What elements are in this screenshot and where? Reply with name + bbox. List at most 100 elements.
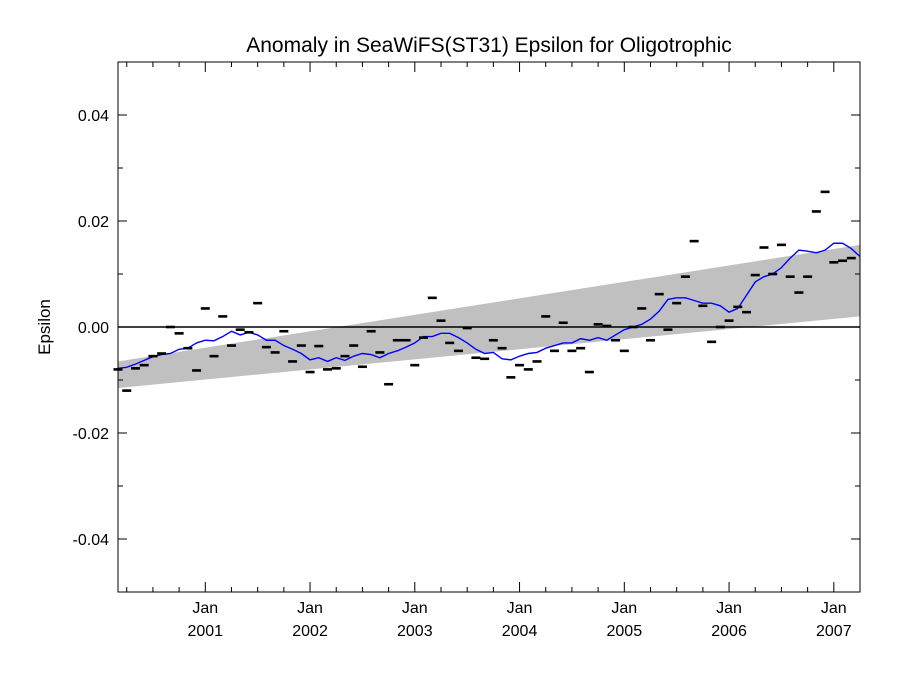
data-point bbox=[375, 351, 385, 354]
x-tick-label-year: 2004 bbox=[502, 623, 538, 640]
data-point bbox=[349, 344, 359, 347]
data-point bbox=[445, 341, 455, 345]
y-tick-label: -0.02 bbox=[73, 426, 110, 443]
data-point bbox=[672, 301, 682, 305]
data-point bbox=[253, 301, 263, 305]
data-point bbox=[410, 363, 420, 367]
data-point bbox=[235, 328, 245, 331]
data-point bbox=[209, 354, 219, 358]
data-point bbox=[602, 324, 612, 328]
x-tick-label-month: Jan bbox=[716, 600, 742, 617]
data-point bbox=[279, 329, 289, 333]
uncertainty-band bbox=[118, 244, 860, 388]
data-point bbox=[619, 349, 629, 353]
data-point bbox=[776, 243, 786, 247]
chart-title: Anomaly in SeaWiFS(ST31) Epsilon for Oli… bbox=[246, 34, 732, 57]
data-point bbox=[288, 360, 298, 363]
data-point bbox=[637, 307, 647, 310]
data-point bbox=[707, 340, 717, 344]
data-point bbox=[506, 376, 516, 379]
y-axis-label: Epsilon bbox=[35, 299, 54, 355]
x-tick-label-year: 2001 bbox=[187, 623, 223, 640]
data-point bbox=[165, 325, 175, 329]
data-point bbox=[759, 246, 769, 249]
data-point bbox=[515, 363, 525, 367]
running-mean-layer bbox=[117, 242, 861, 370]
x-tick-label-month: Jan bbox=[192, 600, 218, 617]
data-point bbox=[838, 259, 848, 263]
data-point bbox=[122, 389, 132, 392]
data-point bbox=[829, 261, 839, 264]
x-tick-label-month: Jan bbox=[507, 600, 533, 617]
data-point bbox=[323, 368, 333, 371]
data-point bbox=[200, 307, 210, 310]
data-point bbox=[645, 338, 655, 342]
axes-layer: 0.04 0.02 0.00 -0.02 -0.04 Jan 2001 Jan 2002 Jan 2… bbox=[73, 61, 861, 640]
data-point bbox=[689, 239, 699, 243]
data-point bbox=[261, 345, 271, 349]
data-point bbox=[750, 273, 760, 277]
data-point bbox=[628, 325, 638, 329]
data-point bbox=[532, 360, 542, 363]
data-point bbox=[541, 315, 551, 318]
data-point bbox=[576, 346, 586, 350]
data-point bbox=[392, 338, 402, 342]
data-point bbox=[680, 275, 690, 278]
x-tick-label-year: 2007 bbox=[816, 623, 852, 640]
x-tick-label-year: 2005 bbox=[607, 623, 643, 640]
data-point bbox=[130, 367, 140, 370]
anomaly-points-layer bbox=[113, 190, 856, 392]
data-point bbox=[366, 329, 376, 333]
data-point bbox=[453, 349, 463, 353]
data-point bbox=[480, 357, 490, 361]
data-point bbox=[558, 321, 568, 325]
data-point bbox=[820, 190, 830, 194]
x-tick-label-month: Jan bbox=[611, 600, 637, 617]
data-point bbox=[357, 365, 367, 369]
data-point bbox=[218, 315, 228, 318]
data-point bbox=[549, 349, 559, 353]
data-point bbox=[663, 328, 673, 331]
data-point bbox=[183, 346, 193, 350]
uncertainty-band-layer bbox=[118, 244, 860, 388]
y-tick-label: 0.04 bbox=[78, 108, 109, 125]
data-point bbox=[192, 369, 202, 372]
data-point bbox=[244, 331, 254, 334]
data-point bbox=[654, 292, 664, 296]
data-point bbox=[698, 304, 708, 308]
data-point bbox=[384, 382, 394, 386]
x-tick-label-year: 2003 bbox=[397, 623, 433, 640]
data-point bbox=[174, 332, 184, 335]
data-point bbox=[488, 338, 498, 342]
y-tick-label: 0.02 bbox=[78, 214, 109, 231]
data-point bbox=[340, 354, 350, 358]
data-point bbox=[584, 370, 594, 374]
x-tick-label-month: Jan bbox=[821, 600, 847, 617]
data-point bbox=[139, 363, 149, 367]
data-point bbox=[305, 370, 315, 374]
y-tick-label: 0.00 bbox=[78, 320, 109, 337]
data-point bbox=[270, 351, 280, 354]
data-point bbox=[427, 296, 437, 300]
x-tick-label-year: 2002 bbox=[292, 623, 328, 640]
data-point bbox=[419, 336, 429, 339]
data-point bbox=[715, 325, 725, 329]
data-point bbox=[462, 326, 472, 330]
data-point bbox=[611, 338, 621, 342]
data-point bbox=[314, 344, 324, 348]
data-point bbox=[794, 291, 804, 294]
data-point bbox=[436, 319, 446, 322]
data-point bbox=[331, 367, 341, 370]
data-point bbox=[567, 349, 577, 353]
data-point bbox=[846, 256, 856, 260]
data-point bbox=[148, 354, 158, 358]
data-point bbox=[811, 210, 821, 213]
plot-area bbox=[113, 190, 861, 392]
x-tick-label-month: Jan bbox=[402, 600, 428, 617]
data-point bbox=[733, 305, 743, 309]
data-point bbox=[785, 275, 795, 278]
data-point bbox=[803, 275, 813, 278]
data-point bbox=[768, 272, 778, 276]
data-point bbox=[523, 368, 533, 371]
